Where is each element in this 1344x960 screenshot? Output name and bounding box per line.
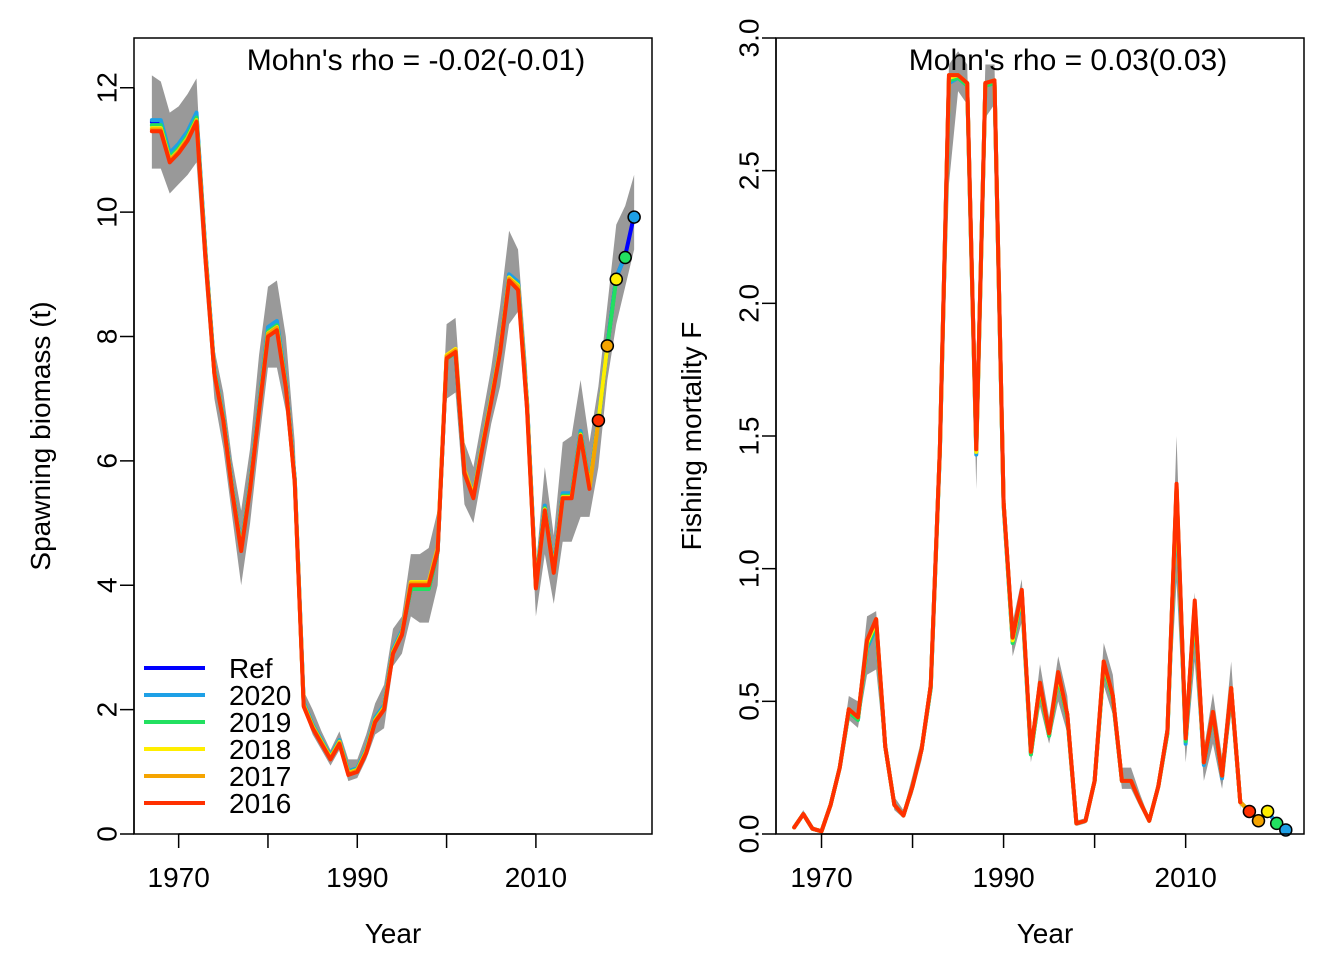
f-y-tick-label: 3.0 xyxy=(734,19,765,58)
f-x-tick-label: 2010 xyxy=(1155,862,1217,893)
ssb-legend-label-2020: 2020 xyxy=(229,680,291,711)
f-confidence-band xyxy=(794,51,1241,833)
f-x-axis: 1970 1990 2010 xyxy=(790,833,1217,893)
f-series-line-2016 xyxy=(792,73,1243,834)
ssb-legend-label-2019: 2019 xyxy=(229,707,291,738)
ssb-endpoint-2019 xyxy=(609,272,624,287)
ssb-y-axis-label: Spawning biomass (t) xyxy=(25,301,56,570)
ssb-x-tick-label: 1970 xyxy=(148,862,210,893)
f-y-tick-label: 2.5 xyxy=(734,151,765,190)
f-x-tick-label: 1970 xyxy=(790,862,852,893)
ssb-series-line-2017 xyxy=(149,118,601,776)
f-band xyxy=(794,51,1241,833)
ssb-annotation: Mohn's rho = -0.02(-0.01) xyxy=(247,44,585,77)
ssb-x-tick-label: 1990 xyxy=(326,862,388,893)
ssb-endpoint-2021 xyxy=(627,210,641,224)
ssb-series-line-2018 xyxy=(149,118,610,776)
ssb-legend-label-ref: Ref xyxy=(229,653,273,684)
ssb-series-line-2016 xyxy=(149,119,592,777)
ssb-y-tick-label: 0 xyxy=(92,826,123,842)
ssb-endpoint-2017 xyxy=(591,413,606,428)
ssb-legend-label-2018: 2018 xyxy=(229,734,291,765)
ssb-endpoint-2020 xyxy=(618,250,632,265)
f-y-tick-label: 1.0 xyxy=(734,549,765,588)
panel-fishing-mortality: 1970 1990 2010 0.0 0.5 1.0 1.5 2.0 2.5 3.0 Mohn'… xyxy=(676,19,1305,949)
ssb-series xyxy=(149,110,637,777)
ssb-y-axis: 0 2 4 6 8 10 12 xyxy=(92,72,135,842)
f-endpoint-2018 xyxy=(1251,813,1266,828)
ssb-y-tick-label: 10 xyxy=(92,197,123,228)
ssb-endpoint-2018 xyxy=(600,339,615,353)
ssb-endpoints xyxy=(591,210,641,428)
f-endpoint-2021 xyxy=(1279,823,1293,837)
f-y-axis: 0.0 0.5 1.0 1.5 2.0 2.5 3.0 xyxy=(734,19,777,854)
f-series-line-2017 xyxy=(792,73,1252,834)
ssb-y-tick-label: 2 xyxy=(92,702,123,718)
ssb-y-tick-label: 8 xyxy=(92,329,123,345)
f-y-tick-label: 0.0 xyxy=(734,815,765,854)
f-series xyxy=(792,73,1288,834)
f-y-tick-label: 1.5 xyxy=(734,417,765,456)
ssb-band xyxy=(151,75,635,782)
ssb-y-tick-label: 6 xyxy=(92,453,123,469)
f-x-axis-label: Year xyxy=(1017,918,1074,949)
ssb-legend-label-2016: 2016 xyxy=(229,788,291,819)
ssb-legend-label-2017: 2017 xyxy=(229,761,291,792)
f-endpoint-2019 xyxy=(1260,804,1275,819)
f-annotation: Mohn's rho = 0.03(0.03) xyxy=(909,44,1227,77)
f-endpoint-2020 xyxy=(1269,816,1284,831)
ssb-x-axis-label: Year xyxy=(365,918,422,949)
ssb-x-axis: 1970 1990 2010 xyxy=(148,833,567,893)
ssb-series-line-2019 xyxy=(149,115,619,775)
f-y-tick-label: 2.0 xyxy=(734,284,765,323)
ssb-x-tick-label: 2010 xyxy=(505,862,567,893)
f-x-tick-label: 1990 xyxy=(972,862,1034,893)
ssb-y-tick-label: 12 xyxy=(92,72,123,103)
ssb-confidence-band xyxy=(151,75,635,782)
ssb-y-tick-label: 4 xyxy=(92,577,123,593)
f-endpoint-2017 xyxy=(1242,804,1257,819)
f-y-axis-label: Fishing mortality F xyxy=(676,322,707,551)
panel-spawning-biomass: 1970 1990 2010 0 2 4 6 8 10 12 Mohn's rho = -0.0… xyxy=(25,37,653,949)
f-y-tick-label: 0.5 xyxy=(734,682,765,721)
f-endpoints xyxy=(1242,804,1293,837)
